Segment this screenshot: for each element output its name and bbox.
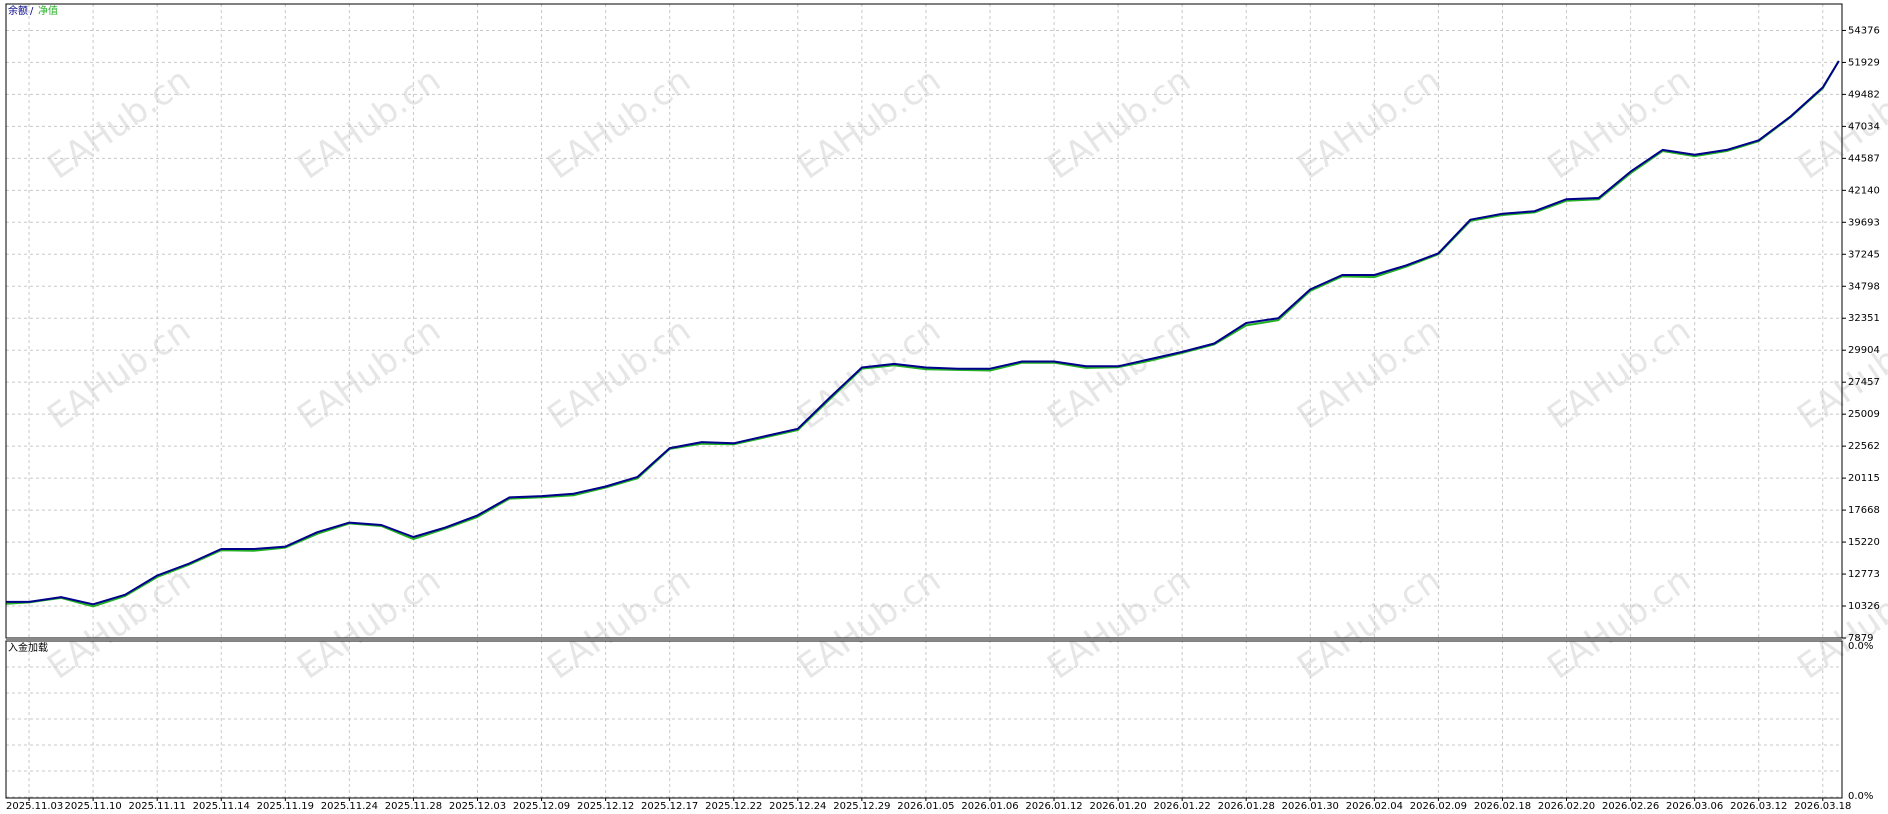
y-tick-label: 7879 [1848,633,1873,644]
y-tick-label: 27457 [1848,377,1880,388]
y-tick-label: 34798 [1848,281,1880,292]
y-tick-label: 42140 [1848,185,1880,196]
x-tick-label: 2026.03.12 [1730,801,1787,812]
y-tick-label: 39693 [1848,217,1880,228]
legend-equity: 净值 [38,4,58,17]
x-tick-label: 2026.01.12 [1025,801,1082,812]
y-tick-label: 47034 [1848,121,1880,132]
x-tick-label: 2025.12.17 [641,801,698,812]
x-tick-label: 2025.11.24 [321,801,378,812]
x-tick-label: 2025.12.22 [705,801,762,812]
x-tick-label: 2025.12.29 [833,801,890,812]
series-line [6,60,1840,606]
x-tick-label: 2026.02.04 [1346,801,1403,812]
y-tick-label: 54376 [1848,25,1880,36]
x-tick-label: 2026.01.20 [1089,801,1146,812]
x-tick-label: 2026.02.20 [1538,801,1595,812]
sub-panel-title: 入金加载 [8,641,48,654]
y-tick-label: 22562 [1848,441,1880,452]
x-tick-label: 2026.01.28 [1218,801,1275,812]
y-tick-label: 20115 [1848,473,1880,484]
x-tick-label: 2025.11.28 [385,801,442,812]
x-tick-label: 2025.12.03 [449,801,506,812]
y-tick-label: 29904 [1848,345,1880,356]
x-tick-label: 2026.03.06 [1666,801,1723,812]
y-tick-label: 51929 [1848,57,1880,68]
x-tick-label: 2025.11.03 [6,801,63,812]
lines [5,60,1840,608]
x-tick-label: 2025.12.09 [513,801,570,812]
x-tick-label: 2026.01.30 [1282,801,1339,812]
x-tick-label: 2025.12.24 [769,801,826,812]
y-tick-label: 17668 [1848,505,1880,516]
y-tick-label: 10326 [1848,601,1880,612]
x-tick-label: 2026.02.09 [1410,801,1467,812]
y-tick-label: 12773 [1848,569,1880,580]
x-tick-label: 2026.02.26 [1602,801,1659,812]
y-tick-label: 25009 [1848,409,1880,420]
x-tick-label: 2026.01.22 [1154,801,1211,812]
series-line [5,60,1840,608]
x-tick-label: 2025.11.11 [129,801,186,812]
y-tick-label: 44587 [1848,153,1880,164]
x-tick-label: 2026.02.18 [1474,801,1531,812]
x-tick-label: 2025.12.12 [577,801,634,812]
y-tick-label: 32351 [1848,313,1880,324]
sub-y-tick-label: 0.0% [1848,791,1873,802]
y-tick-label: 49482 [1848,89,1880,100]
x-tick-label: 2025.11.14 [193,801,250,812]
x-tick-label: 2026.01.05 [897,801,954,812]
x-tick-label: 2025.11.10 [64,801,121,812]
grid [6,4,1846,801]
x-tick-label: 2025.11.19 [257,801,314,812]
y-tick-label: 37245 [1848,249,1880,260]
x-tick-label: 2026.01.06 [961,801,1018,812]
sub-y-tick-label: 0.0% [1848,641,1873,652]
y-tick-label: 15220 [1848,537,1880,548]
labels: 余额 / 净值 入金加载 0.0% 0.0% 7879 10326 12773 152… [6,4,1880,812]
legend-separator: / [30,6,34,17]
x-tick-label: 2026.03.18 [1794,801,1851,812]
legend-balance: 余额 [8,4,28,17]
